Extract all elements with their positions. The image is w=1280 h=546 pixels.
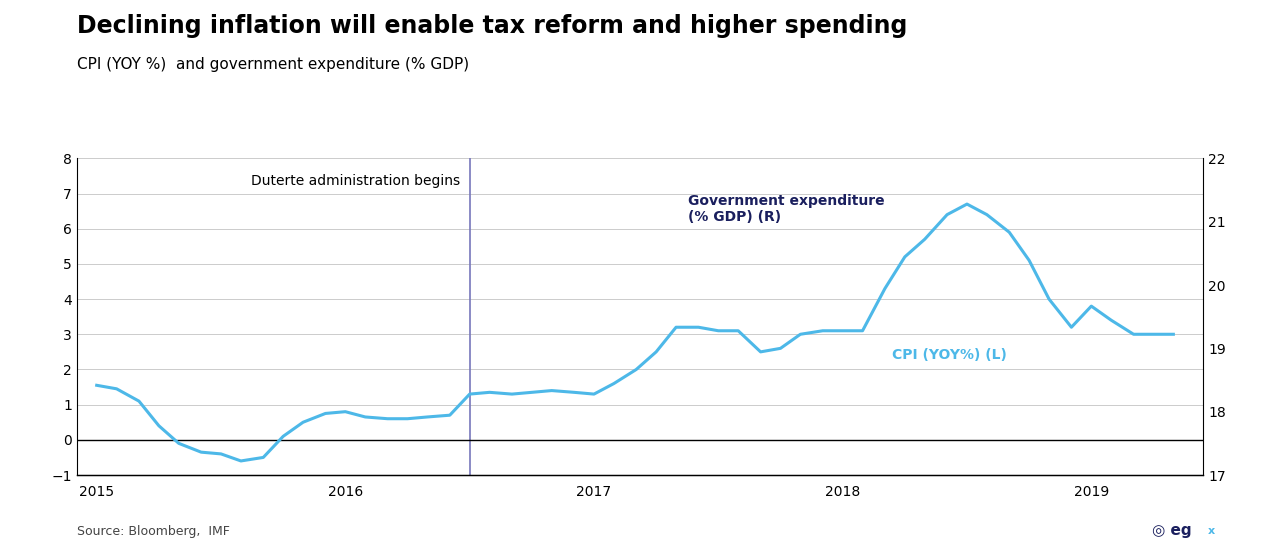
Text: ◎ eg: ◎ eg <box>1152 523 1192 538</box>
Text: CPI (YOY%) (L): CPI (YOY%) (L) <box>892 348 1007 363</box>
Text: Declining inflation will enable tax reform and higher spending: Declining inflation will enable tax refo… <box>77 14 908 38</box>
Text: CPI (YOY %)  and government expenditure (% GDP): CPI (YOY %) and government expenditure (… <box>77 57 468 72</box>
Text: Source: Bloomberg,  IMF: Source: Bloomberg, IMF <box>77 525 229 538</box>
Text: x: x <box>1208 526 1216 536</box>
Text: Duterte administration begins: Duterte administration begins <box>251 174 460 188</box>
Text: Government expenditure
(% GDP) (R): Government expenditure (% GDP) (R) <box>689 194 884 224</box>
